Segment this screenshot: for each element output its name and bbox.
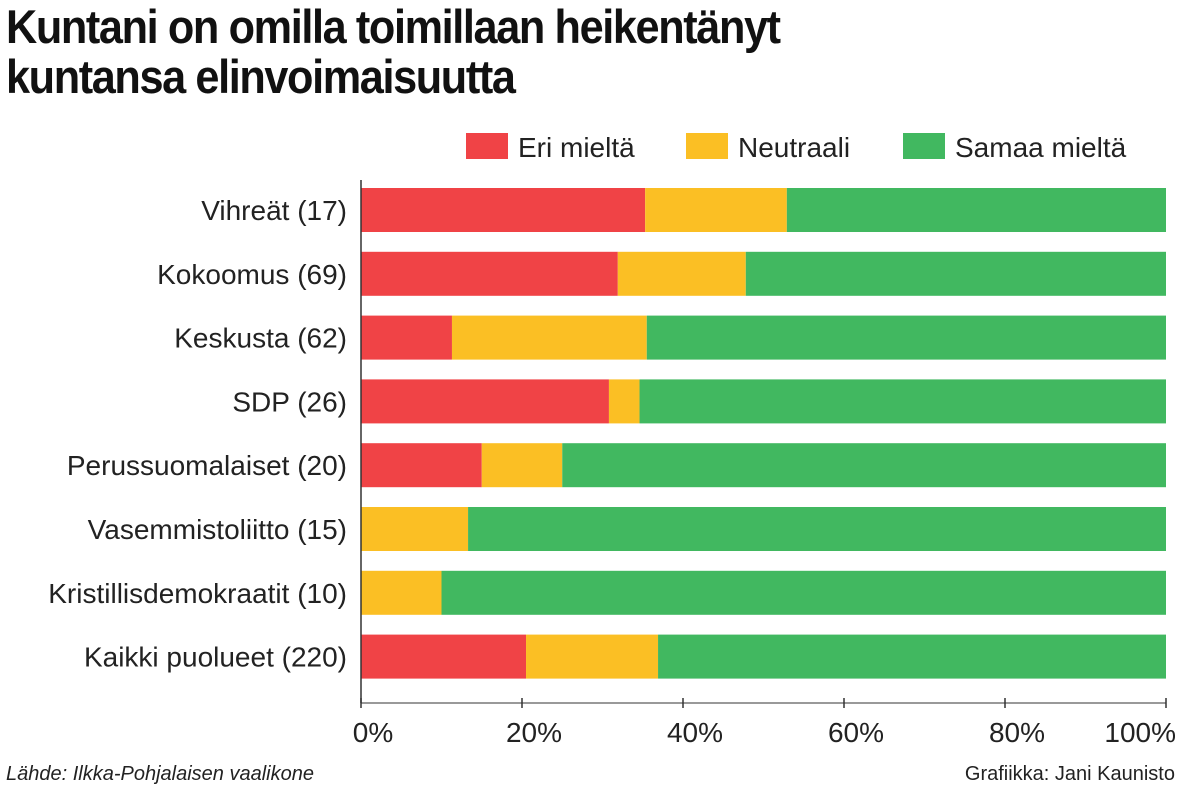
category-label: Perussuomalaiset (20) — [67, 450, 347, 481]
category-label: Kristillisdemokraatit (10) — [48, 578, 347, 609]
category-label: Vasemmistoliitto (15) — [88, 514, 347, 545]
credit-note: Grafiikka: Jani Kaunisto — [964, 763, 1175, 785]
bar-segment — [617, 251, 746, 296]
legend-swatch — [903, 133, 945, 159]
category-label: Vihreät (17) — [201, 195, 347, 226]
x-tick-label: 20% — [506, 717, 562, 748]
bar-segment — [658, 634, 1166, 679]
bar-segment — [645, 188, 787, 232]
bar-segment — [526, 634, 659, 679]
bar-segment — [361, 507, 469, 551]
category-label: Kaikki puolueet (220) — [84, 642, 347, 673]
legend-swatch — [466, 133, 508, 159]
legend-label: Eri mieltä — [518, 132, 635, 163]
x-tick-label: 80% — [989, 717, 1045, 748]
bar-segment — [639, 379, 1166, 424]
x-tick-label: 0% — [353, 717, 393, 748]
bar-segment — [361, 443, 482, 488]
x-tick-label: 100% — [1104, 717, 1176, 748]
bar-segment — [786, 188, 1166, 232]
x-tick-label: 40% — [667, 717, 723, 748]
bar-segment — [361, 315, 452, 360]
bar-segment — [361, 379, 609, 424]
source-note: Lähde: Ilkka-Pohjalaisen vaalikone — [6, 763, 314, 785]
bar-segment — [441, 570, 1166, 615]
category-label: SDP (26) — [232, 386, 347, 417]
category-label: Kokoomus (69) — [157, 259, 347, 290]
bar-segment — [361, 570, 442, 615]
bar-segment — [562, 443, 1166, 488]
bar-segment — [468, 507, 1166, 551]
category-label: Keskusta (62) — [174, 323, 347, 354]
legend-swatch — [686, 133, 728, 159]
bar-segment — [361, 251, 618, 296]
bar-segment — [646, 315, 1166, 360]
bar-segment — [481, 443, 563, 488]
legend-label: Neutraali — [738, 132, 850, 163]
bar-segment — [608, 379, 640, 424]
x-tick-label: 60% — [828, 717, 884, 748]
bar-segment — [745, 251, 1166, 296]
bar-segment — [361, 188, 646, 232]
legend-label: Samaa mieltä — [955, 132, 1127, 163]
bar-segment — [451, 315, 647, 360]
bar-segment — [361, 634, 527, 679]
chart-title: Kuntani on omilla toimillaan heikentänyt… — [6, 0, 781, 103]
